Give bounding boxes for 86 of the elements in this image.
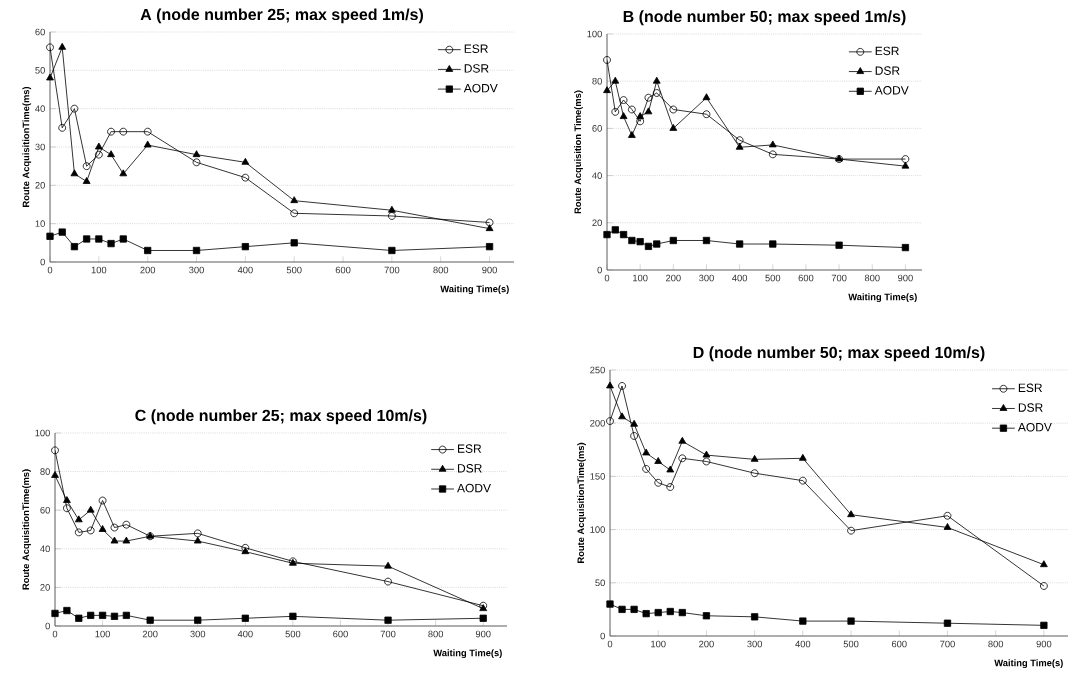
- y-tick-label: 10: [35, 220, 45, 227]
- chart-title: A (node number 25; max speed 1m/s): [140, 8, 423, 24]
- y-axis-title: Route AcquisitionTime(ms): [22, 469, 31, 590]
- legend-label: ESR: [458, 444, 482, 453]
- y-tick-label: 40: [592, 172, 602, 179]
- legend-label: AODV: [463, 83, 498, 93]
- x-tick-label: 800: [428, 630, 444, 638]
- x-tick-label: 700: [384, 266, 400, 274]
- chart-title: B (node number 50; max speed 1m/s): [623, 10, 906, 26]
- x-tick-label: 500: [843, 640, 859, 648]
- x-axis-title: Waiting Time(s): [433, 649, 502, 659]
- x-tick-label: 400: [237, 630, 253, 638]
- x-tick-label: 500: [285, 630, 301, 638]
- x-tick-label: 300: [190, 630, 206, 638]
- x-tick-label: 400: [795, 640, 811, 648]
- y-tick-label: 50: [595, 579, 605, 587]
- legend-label: ESR: [464, 44, 488, 53]
- y-tick-label: 40: [35, 105, 45, 112]
- y-tick-label: 20: [40, 584, 50, 591]
- y-tick-label: 150: [590, 473, 605, 480]
- y-tick-label: 80: [592, 77, 602, 85]
- x-tick-label: 700: [831, 274, 847, 282]
- x-tick-label: 600: [335, 266, 351, 274]
- x-tick-label: 200: [665, 274, 681, 282]
- y-tick-label: 250: [590, 366, 605, 374]
- x-tick-label: 500: [765, 274, 781, 282]
- y-tick-label: 200: [590, 419, 605, 427]
- x-tick-label: 600: [891, 640, 907, 648]
- legend-label: AODV: [1017, 422, 1052, 432]
- x-tick-label: 900: [1036, 640, 1052, 648]
- x-axis-title: Waiting Time(s): [440, 285, 509, 295]
- x-axis-title: Waiting Time(s): [994, 659, 1063, 669]
- y-tick-label: 60: [40, 506, 50, 514]
- x-tick-label: 200: [699, 640, 714, 648]
- x-tick-label: 400: [732, 274, 748, 282]
- y-tick-label: 20: [35, 182, 45, 189]
- x-tick-label: 0: [52, 630, 58, 638]
- y-axis-title: Route Acquisition Time(ms): [574, 90, 583, 214]
- legend-label: AODV: [457, 483, 491, 493]
- x-tick-label: 800: [988, 640, 1004, 648]
- y-tick-label: 100: [587, 30, 602, 38]
- chart-title: C (node number 25; max speed 10m/s): [135, 409, 427, 425]
- x-tick-label: 700: [380, 630, 396, 638]
- y-axis-title: Route AcquisitionTime(ms): [577, 442, 586, 563]
- x-tick-label: 800: [433, 266, 449, 274]
- legend-label: AODV: [874, 86, 909, 95]
- x-tick-label: 400: [237, 266, 253, 274]
- chart-title: D (node number 50; max speed 10m/s): [693, 346, 985, 362]
- legend-label: DSR: [464, 64, 489, 73]
- y-tick-label: 60: [35, 28, 45, 36]
- y-tick-label: 100: [590, 526, 605, 533]
- y-tick-label: 20: [592, 219, 602, 227]
- x-tick-label: 700: [940, 640, 955, 648]
- x-tick-label: 600: [798, 274, 814, 282]
- x-tick-label: 0: [604, 274, 610, 282]
- y-tick-label: 100: [35, 429, 50, 437]
- x-tick-label: 200: [140, 266, 156, 274]
- y-tick-label: 60: [592, 125, 602, 132]
- y-tick-label: 30: [35, 143, 45, 151]
- legend-label: DSR: [458, 464, 482, 473]
- x-tick-label: 100: [633, 274, 648, 282]
- x-tick-label: 100: [91, 266, 107, 274]
- legend-label: DSR: [875, 66, 900, 75]
- y-axis-title: Route AcquisitionTime(ms): [22, 86, 32, 207]
- legend-label: ESR: [875, 46, 899, 56]
- x-axis-title: Waiting Time(s): [848, 293, 917, 303]
- x-tick-label: 900: [898, 274, 913, 282]
- y-tick-label: 0: [45, 622, 50, 630]
- y-tick-label: 50: [35, 67, 45, 74]
- x-tick-label: 300: [189, 266, 204, 274]
- x-tick-label: 100: [651, 640, 666, 648]
- y-tick-label: 80: [40, 468, 50, 475]
- x-tick-label: 800: [864, 274, 880, 282]
- legend-label: DSR: [1018, 403, 1043, 412]
- x-tick-label: 100: [95, 630, 111, 638]
- y-tick-label: 40: [40, 545, 50, 553]
- x-tick-label: 600: [333, 630, 348, 638]
- x-tick-label: 500: [286, 266, 302, 274]
- x-tick-label: 0: [607, 640, 613, 648]
- x-tick-label: 300: [699, 274, 714, 282]
- x-tick-label: 200: [142, 630, 158, 638]
- legend-label: ESR: [1018, 383, 1043, 393]
- x-tick-label: 900: [482, 266, 497, 274]
- x-tick-label: 300: [747, 640, 763, 648]
- x-tick-label: 900: [475, 630, 491, 638]
- y-tick-label: 0: [40, 258, 45, 266]
